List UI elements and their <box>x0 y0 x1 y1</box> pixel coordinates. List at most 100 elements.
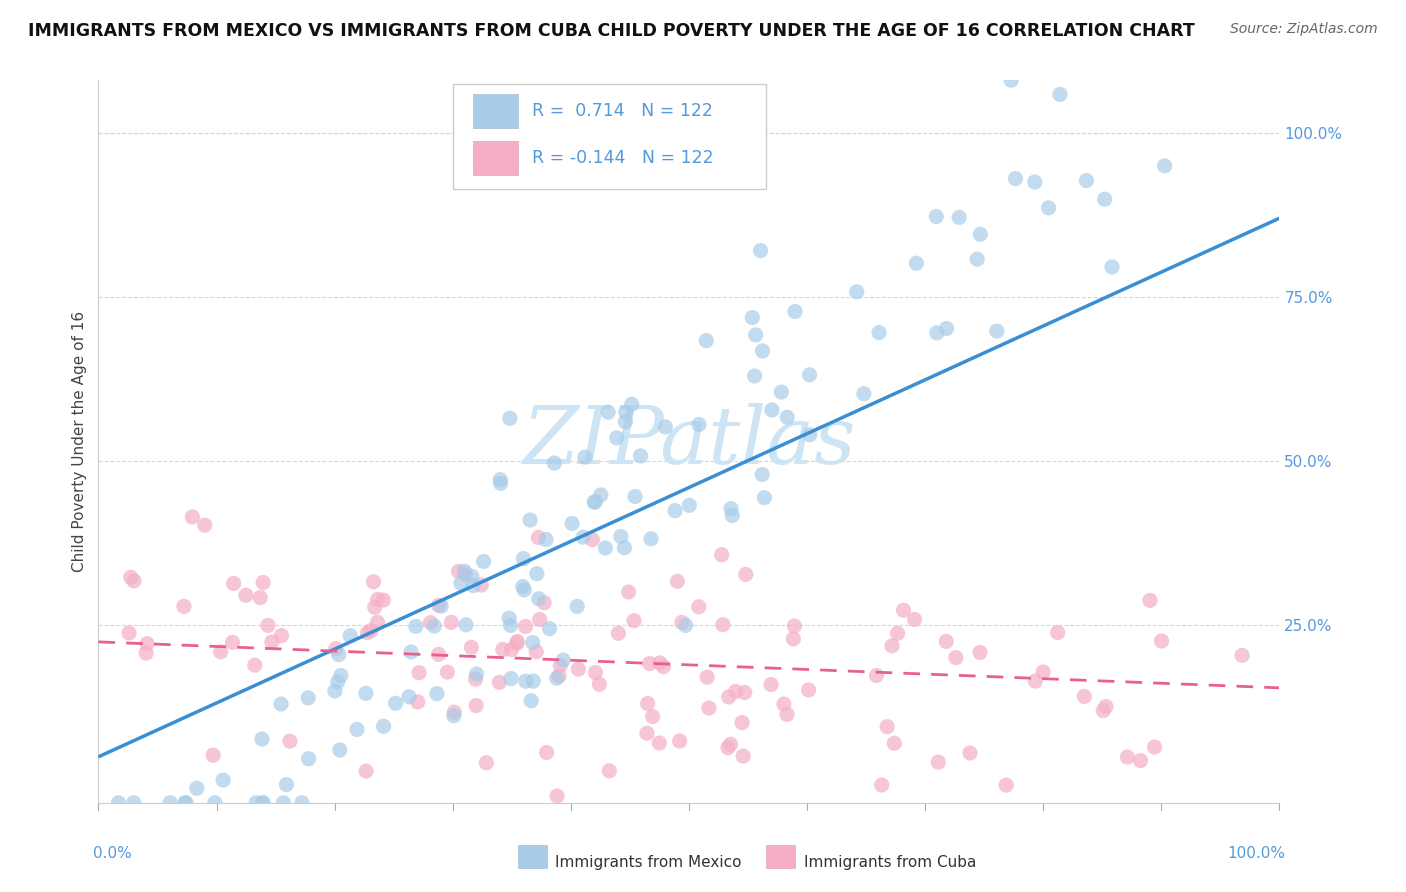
Point <box>969 645 991 659</box>
Point <box>515 619 537 633</box>
Point <box>581 533 603 547</box>
Point <box>1004 171 1026 186</box>
Point <box>373 719 395 733</box>
Point <box>905 256 928 270</box>
Point <box>384 696 406 710</box>
Point <box>614 405 637 419</box>
Text: R = -0.144   N = 122: R = -0.144 N = 122 <box>531 149 713 167</box>
Point <box>326 674 349 689</box>
Point <box>678 499 700 513</box>
Point <box>257 618 280 632</box>
Point <box>614 415 637 429</box>
Point <box>427 599 450 613</box>
Point <box>354 686 377 700</box>
Text: R =  0.714   N = 122: R = 0.714 N = 122 <box>531 102 713 120</box>
Point <box>711 617 734 632</box>
Point <box>572 530 595 544</box>
Text: 100.0%: 100.0% <box>1227 847 1285 861</box>
Point <box>270 697 292 711</box>
Point <box>1073 690 1095 704</box>
Point <box>852 386 875 401</box>
Point <box>553 653 575 667</box>
Point <box>561 516 583 531</box>
Point <box>252 575 274 590</box>
Point <box>465 667 488 681</box>
Point <box>278 734 301 748</box>
Point <box>925 210 948 224</box>
Point <box>360 624 382 638</box>
Point <box>606 431 628 445</box>
Point <box>204 796 226 810</box>
Point <box>135 646 157 660</box>
Point <box>222 576 245 591</box>
Point <box>513 582 536 597</box>
Point <box>405 619 427 633</box>
Point <box>1230 648 1253 663</box>
Text: IMMIGRANTS FROM MEXICO VS IMMIGRANTS FROM CUBA CHILD POVERTY UNDER THE AGE OF 16: IMMIGRANTS FROM MEXICO VS IMMIGRANTS FRO… <box>28 22 1195 40</box>
Point <box>799 427 821 442</box>
Point <box>520 694 543 708</box>
Point <box>367 592 389 607</box>
Point <box>450 576 472 591</box>
Point <box>329 743 352 757</box>
Point <box>671 615 693 630</box>
Point <box>181 510 204 524</box>
Point <box>567 599 589 614</box>
Point <box>252 796 274 810</box>
Point <box>488 675 510 690</box>
Point <box>880 639 903 653</box>
Point <box>666 574 689 589</box>
Point <box>654 420 676 434</box>
Point <box>534 533 557 547</box>
Point <box>1092 704 1115 718</box>
Point <box>652 659 675 673</box>
Point <box>1032 665 1054 679</box>
Point <box>1049 87 1071 102</box>
Point <box>876 720 898 734</box>
Point <box>773 697 796 711</box>
Point <box>536 746 558 760</box>
Point <box>598 405 620 419</box>
Point <box>443 705 465 719</box>
Point <box>883 736 905 750</box>
Text: ZIPatlas: ZIPatlas <box>522 403 856 480</box>
Point <box>648 736 671 750</box>
Point <box>695 334 717 348</box>
Point <box>588 677 610 691</box>
Text: 0.0%: 0.0% <box>93 847 131 861</box>
Point <box>194 518 217 533</box>
Point <box>276 778 298 792</box>
Point <box>744 327 766 342</box>
Point <box>543 456 565 470</box>
Point <box>749 244 772 258</box>
Point <box>1000 73 1022 87</box>
Point <box>209 645 232 659</box>
Point <box>245 796 267 810</box>
Point <box>426 687 449 701</box>
Point <box>533 596 555 610</box>
Point <box>364 600 387 615</box>
Point <box>512 551 534 566</box>
Point <box>173 796 195 810</box>
Point <box>759 677 782 691</box>
Point <box>260 635 283 649</box>
Point <box>598 764 620 778</box>
Point <box>1187 804 1209 818</box>
Point <box>641 709 664 723</box>
FancyBboxPatch shape <box>472 141 517 176</box>
Point <box>1094 192 1116 206</box>
Point <box>783 619 806 633</box>
Point <box>966 252 988 267</box>
Point <box>297 752 319 766</box>
Point <box>406 695 429 709</box>
Point <box>717 740 740 755</box>
Point <box>506 636 529 650</box>
Point <box>546 671 568 685</box>
Point <box>668 734 690 748</box>
Point <box>783 304 806 318</box>
Point <box>346 723 368 737</box>
Point <box>408 665 430 680</box>
Point <box>886 626 908 640</box>
Point <box>717 690 740 704</box>
Point <box>782 632 804 646</box>
